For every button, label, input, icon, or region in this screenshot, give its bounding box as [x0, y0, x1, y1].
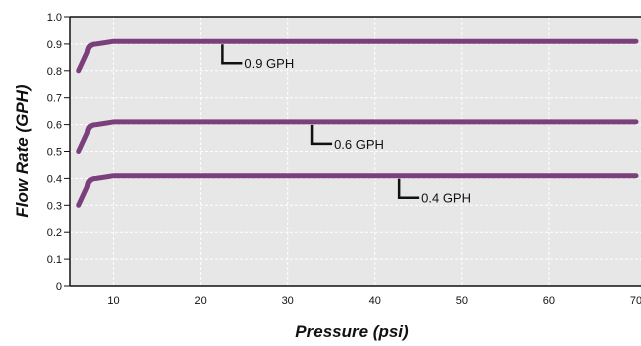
series-group	[76, 38, 639, 208]
y-tick-label: 0.2	[47, 227, 62, 239]
y-axis-title: Flow Rate (GPH)	[13, 84, 32, 218]
annotation-leader	[397, 178, 420, 199]
y-tick-label: 0	[56, 281, 62, 293]
grid	[70, 17, 641, 286]
y-tick-label: 0.9	[47, 39, 62, 51]
x-axis-title: Pressure (psi)	[295, 322, 409, 341]
x-tick-label: 10	[107, 295, 119, 307]
annotation-label: 0.4 GPH	[421, 191, 471, 206]
y-tick-label: 0.3	[47, 200, 62, 212]
annotation-label: 0.9 GPH	[244, 56, 294, 71]
annotation-group: 0.9 GPH 0.6 GPH 0.4 GPH	[221, 44, 471, 206]
x-tick-label: 50	[456, 295, 468, 307]
series-line-0	[76, 38, 639, 74]
x-tick-label: 20	[194, 295, 206, 307]
x-tick-label: 40	[369, 295, 381, 307]
annotation-label: 0.6 GPH	[334, 137, 384, 152]
x-tick-labels: 10 20 30 40 50 60 70	[107, 295, 641, 307]
annotation-leader	[221, 44, 243, 65]
y-tick-label: 0.6	[47, 120, 62, 132]
y-tick-labels: 0 0.1 0.2 0.3 0.4 0.5 0.6 0.7 0.8 0.9 1.0	[47, 12, 70, 293]
series-line-1	[76, 119, 639, 154]
y-tick-label: 0.8	[47, 66, 62, 78]
x-tick-label: 70	[630, 295, 641, 307]
y-tick-label: 0.1	[47, 254, 62, 266]
y-tick-label: 0.5	[47, 147, 62, 159]
y-tick-label: 0.7	[47, 93, 62, 105]
x-tick-label: 30	[282, 295, 294, 307]
y-tick-label: 1.0	[47, 12, 62, 24]
annotation-leader	[310, 124, 333, 146]
x-tick-label: 60	[543, 295, 555, 307]
y-tick-label: 0.4	[47, 173, 62, 185]
series-line-2	[76, 173, 639, 208]
